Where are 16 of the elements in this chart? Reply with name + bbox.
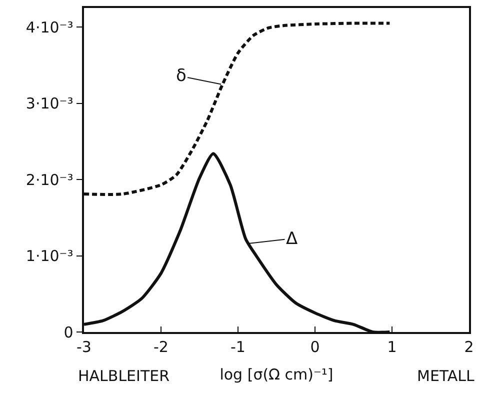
x-tick-label: -2 [154,338,168,356]
y-tick-label: 4·10⁻³ [26,18,74,36]
y-tick-label: 2·10⁻³ [26,170,74,189]
x-tick-label: -3 [76,338,92,356]
x-tick-label: -1 [230,338,246,356]
y-tick-label: 0 [64,323,74,342]
y-tick-label: 3·10⁻³ [26,94,74,113]
text: METALL [417,367,476,385]
x-axis-title: log [σ(Ω cm)⁻¹] [220,365,334,384]
y-tick-label: 1·10⁻³ [26,247,74,266]
x-tick-label: 2 [464,338,474,356]
x-tick-label: 1 [387,338,397,356]
annotation: δ [176,66,186,86]
text: HALBLEITER [78,367,170,385]
x-tick-label: 0 [310,338,320,356]
annotation: Δ [286,229,298,249]
